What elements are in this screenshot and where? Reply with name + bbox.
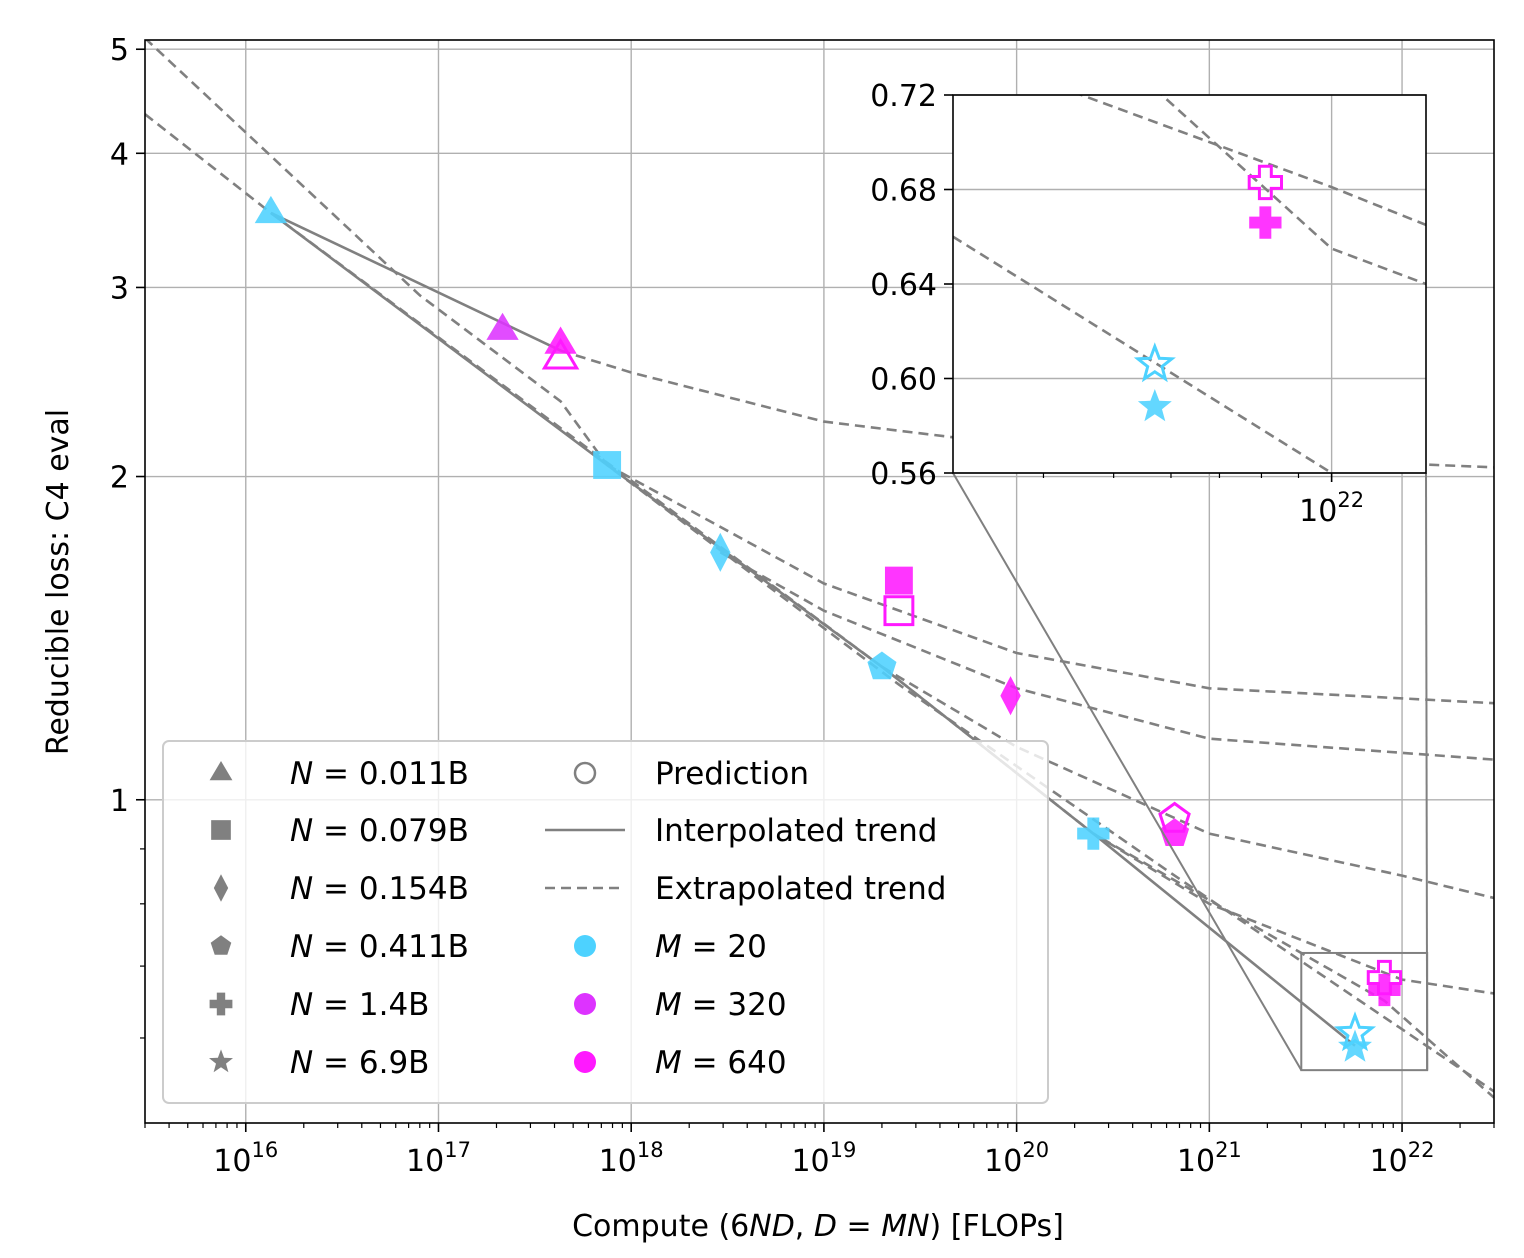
- legend: N = 0.011B N = 0.079B N = 0.154B N = 0.411B…: [162, 740, 1049, 1104]
- inset-y-tick-label: 0.68: [870, 174, 937, 209]
- main-y-axis-ticks: 1 2 3 4 5: [110, 33, 145, 1039]
- point-square-m20-observed: [593, 451, 622, 479]
- zoom-indicator: [952, 472, 1429, 1072]
- point-star-m20-prediction: [1133, 342, 1176, 383]
- inset-y-axis-ticks: 0.56 0.60 0.64 0.68 0.72: [870, 79, 953, 492]
- x-tick-label: 1022: [1370, 1138, 1435, 1179]
- legend-label: N = 0.011B: [290, 756, 469, 792]
- main-plot-frame: [144, 39, 1495, 1124]
- inset-x-tick-label: 1022: [1299, 488, 1364, 529]
- x-tick-label: 1017: [406, 1138, 471, 1179]
- point-triangle-m320-observed: [486, 312, 519, 340]
- inset-extrapolated-trend-line: [1159, 95, 1426, 286]
- y-tick-label: 2: [110, 461, 129, 496]
- legend-diamond-marker: [213, 874, 229, 902]
- y-tick-label: 1: [110, 784, 129, 819]
- legend-label: N = 6.9B: [290, 1045, 429, 1081]
- inset-extrapolated-trend-line: [953, 235, 1336, 473]
- x-tick-label: 1016: [213, 1138, 278, 1179]
- extrapolated-trend-line: [1092, 832, 1494, 995]
- point-pentagon-m640-prediction: [1158, 801, 1191, 833]
- y-tick-label: 5: [110, 33, 129, 68]
- x-tick-label: 1019: [791, 1138, 856, 1179]
- point-star-m20-observed: [1137, 389, 1172, 422]
- legend-star-marker: [209, 1049, 233, 1073]
- inset-y-tick-label: 0.72: [870, 79, 937, 114]
- point-diamond-m20-observed: [710, 532, 731, 572]
- legend-label: N = 0.154B: [290, 871, 469, 907]
- extrapolated-trend-line: [606, 463, 1494, 705]
- legend-label: N = 1.4B: [290, 987, 429, 1023]
- legend-pentagon-marker: [210, 935, 232, 955]
- point-square-m640-prediction: [883, 595, 915, 627]
- legend-label: Extrapolated trend: [655, 871, 946, 907]
- legend-label: N = 0.079B: [290, 813, 469, 849]
- point-star-m20-observed: [1338, 1029, 1372, 1062]
- extrapolated-trend-line: [881, 665, 1494, 900]
- point-square-m640-observed: [884, 566, 913, 595]
- legend-square-marker: [211, 820, 231, 840]
- interpolated-trend-line: [270, 211, 562, 352]
- inset-y-tick-label: 0.64: [870, 268, 937, 303]
- x-axis-label: Compute (6ND, D = MN) [FLOPs]: [572, 1209, 1064, 1244]
- y-tick-label: 4: [110, 137, 129, 172]
- y-tick-label: 3: [110, 271, 129, 306]
- main-data-points: [254, 195, 1403, 1062]
- point-pentagon-m20-observed: [867, 651, 897, 680]
- legend-label: Prediction: [655, 756, 809, 792]
- main-x-axis-ticks: 1016 1017 1018 1019 1020 1021 1022: [144, 1123, 1495, 1179]
- point-triangle-m640-prediction: [541, 337, 580, 370]
- inset-extrapolated-trend-line: [1077, 95, 1426, 227]
- inset-data-points: [1133, 164, 1284, 422]
- point-star-m20-prediction: [1333, 1011, 1377, 1052]
- legend-label: M = 640: [655, 1045, 787, 1081]
- y-axis-label: Reducible loss: C4 eval: [41, 409, 76, 755]
- point-diamond-m640-observed: [1000, 676, 1021, 716]
- zoom-connector-line: [1425, 472, 1429, 1071]
- zoom-connector-line: [952, 472, 1303, 1071]
- point-plus-m640-prediction: [1247, 164, 1284, 201]
- legend-color-dot: [574, 993, 596, 1015]
- point-plus-m640-observed: [1249, 206, 1282, 239]
- x-tick-label: 1021: [1177, 1138, 1242, 1179]
- point-triangle-m20-observed: [254, 195, 288, 224]
- legend-triangle-marker: [209, 761, 233, 781]
- legend-color-dot: [574, 935, 596, 957]
- point-plus-m640-observed: [1368, 973, 1401, 1007]
- inset-trend-lines: [953, 95, 1426, 473]
- point-plus-m20-observed: [1077, 817, 1110, 850]
- legend-plus-marker: [209, 992, 233, 1016]
- inset-y-tick-label: 0.60: [870, 363, 937, 398]
- x-tick-label: 1018: [599, 1138, 664, 1179]
- x-tick-label: 1020: [984, 1138, 1049, 1179]
- inset-x-axis-ticks: 1022: [1042, 473, 1364, 529]
- legend-box: [162, 740, 1049, 1104]
- legend-prediction-marker: [573, 761, 597, 785]
- point-plus-m640-prediction: [1366, 959, 1403, 996]
- legend-label: M = 20: [655, 929, 767, 965]
- inset-y-tick-label: 0.56: [870, 457, 937, 492]
- legend-label: N = 0.411B: [290, 929, 469, 965]
- extrapolated-trend-line: [145, 113, 1494, 1099]
- legend-label: M = 320: [655, 987, 787, 1023]
- legend-label: Interpolated trend: [655, 813, 937, 849]
- legend-color-dot: [574, 1051, 596, 1073]
